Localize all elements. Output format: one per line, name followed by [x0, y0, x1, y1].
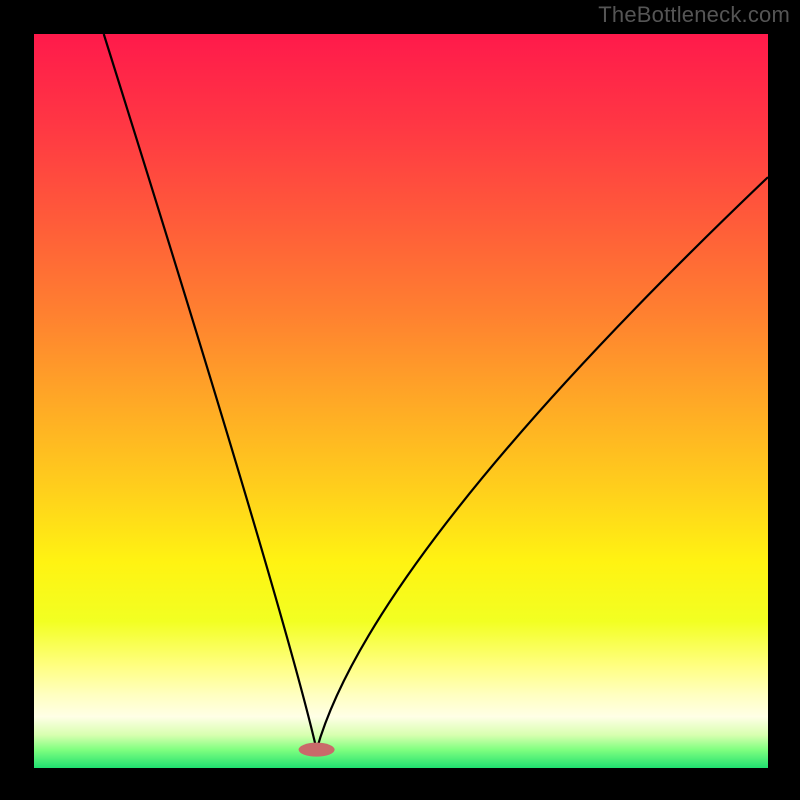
chart-container: TheBottleneck.com — [0, 0, 800, 800]
plot-background — [34, 34, 768, 768]
bottleneck-chart — [0, 0, 800, 800]
watermark-text: TheBottleneck.com — [598, 2, 790, 28]
optimal-point-marker — [299, 743, 335, 757]
